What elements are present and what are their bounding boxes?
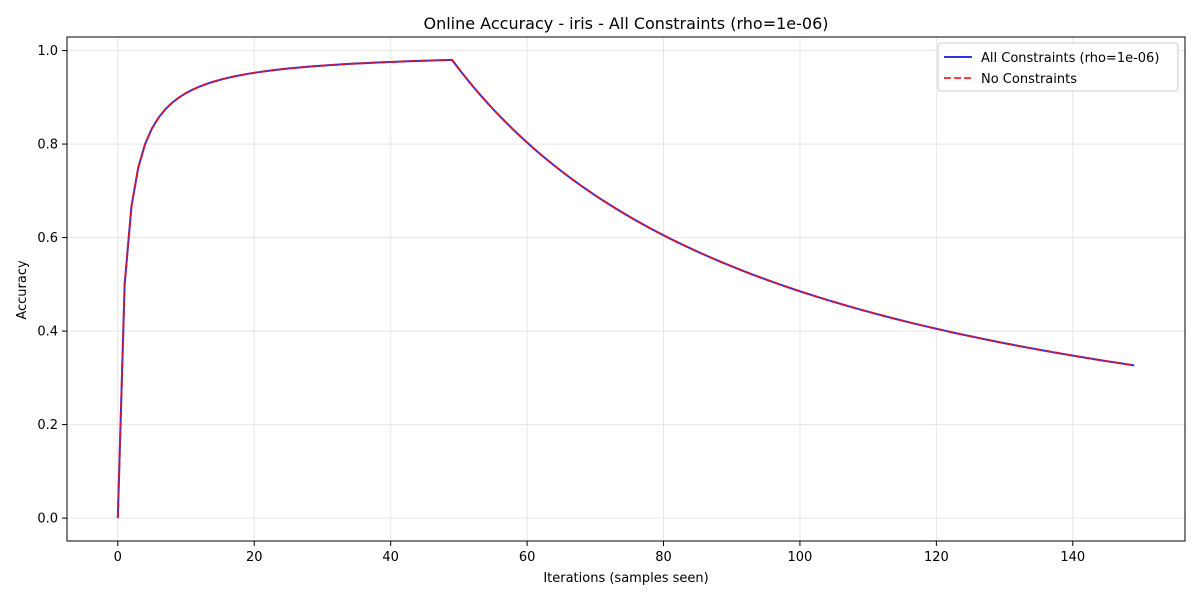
chart-title: Online Accuracy - iris - All Constraints…: [423, 14, 828, 33]
x-tick-label: 140: [1060, 550, 1085, 565]
x-tick-label: 20: [246, 550, 263, 565]
x-tick-label: 100: [788, 550, 813, 565]
x-tick-label: 0: [114, 550, 122, 565]
plot-frame: [66, 36, 1186, 542]
x-tick-label: 40: [382, 550, 399, 565]
legend-box: [937, 42, 1179, 92]
x-axis-label: Iterations (samples seen): [543, 571, 708, 586]
y-tick-label: 0.4: [37, 325, 58, 340]
y-tick-label: 0.6: [37, 231, 58, 246]
x-tick-label: 60: [519, 550, 536, 565]
x-tick-label: 80: [655, 550, 672, 565]
y-axis-label: Accuracy: [15, 260, 30, 320]
grid-lines: [67, 37, 1185, 541]
series-lines: [116, 58, 1135, 519]
series-line-1: [116, 58, 1135, 519]
y-tick-label: 0.2: [37, 418, 58, 433]
axis-ticks: 0 20 40 60 80 100 120 140 0.0 0.2 0.4 0.6 0.8 1.0: [37, 44, 1085, 565]
x-tick-label: 120: [924, 550, 949, 565]
y-tick-label: 0.8: [37, 138, 58, 153]
y-tick-label: 0.0: [37, 512, 58, 527]
legend-label-1: No Constraints: [981, 72, 1077, 87]
legend-label-0: All Constraints (rho=1e-06): [981, 51, 1159, 66]
legend: All Constraints (rho=1e-06) No Constraint…: [937, 42, 1179, 92]
series-line-0: [116, 58, 1135, 519]
y-tick-label: 1.0: [37, 44, 58, 59]
